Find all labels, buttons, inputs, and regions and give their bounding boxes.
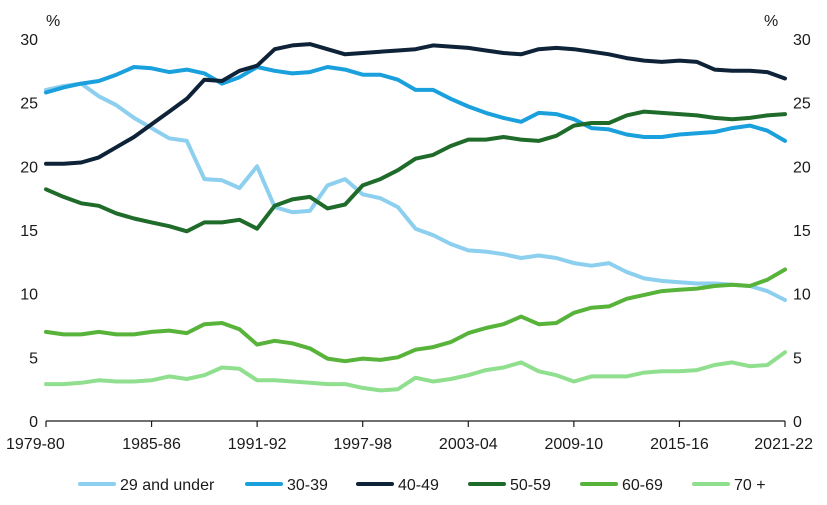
y-tick-label-right: 25: [793, 96, 811, 113]
y-tick-label-left: 5: [29, 350, 38, 367]
y-tick-label-right: 5: [793, 350, 802, 367]
legend-label: 40-49: [398, 477, 439, 494]
y-tick-label-left: 15: [20, 223, 38, 240]
legend-label: 29 and under: [120, 477, 215, 494]
y-tick-label-right: 30: [793, 32, 811, 49]
y-tick-label-right: 20: [793, 159, 811, 176]
legend-label: 70 +: [734, 477, 766, 494]
series-line-1: [44, 65, 787, 143]
x-tick-label: 1985-86: [122, 436, 181, 453]
x-tick-label: 2021-22: [754, 436, 813, 453]
legend-label: 50-59: [510, 477, 551, 494]
x-tick-label: 1991-92: [228, 436, 287, 453]
y-tick-label-right: 10: [793, 287, 811, 304]
x-tick-label: 1979-80: [6, 436, 65, 453]
x-axis: 1979-80 1985-86 1991-92 1997-98 2003-04 2009-…: [6, 421, 813, 453]
y-tick-label-left: 10: [20, 287, 38, 304]
series-lines: [44, 42, 787, 393]
y-axis-left: 0 5 10 15 20 25 30: [20, 32, 38, 431]
series-line-5: [44, 350, 787, 393]
y-tick-label-left: 0: [29, 414, 38, 431]
y-tick-label-left: 30: [20, 32, 38, 49]
series-line-2: [44, 42, 787, 166]
x-tick-label: 2015-16: [650, 436, 709, 453]
x-tick-label: 1997-98: [333, 436, 392, 453]
legend-label: 60-69: [622, 477, 663, 494]
series-line-3: [44, 109, 787, 234]
y-tick-label-right: 15: [793, 223, 811, 240]
x-tick-label: 2009-10: [544, 436, 603, 453]
legend: 29 and under 30-39 40-49 50-59 60-69 70 +: [78, 477, 766, 494]
right-axis-unit: %: [764, 13, 778, 30]
series-line-0: [44, 81, 787, 302]
y-axis-right: 0 5 10 15 20 25 30: [793, 32, 811, 431]
legend-label: 30-39: [287, 477, 328, 494]
series-line-4: [44, 267, 787, 364]
y-tick-label-left: 25: [20, 96, 38, 113]
y-tick-label-left: 20: [20, 159, 38, 176]
y-tick-label-right: 0: [793, 414, 802, 431]
left-axis-unit: %: [46, 13, 60, 30]
x-tick-label: 2003-04: [439, 436, 498, 453]
